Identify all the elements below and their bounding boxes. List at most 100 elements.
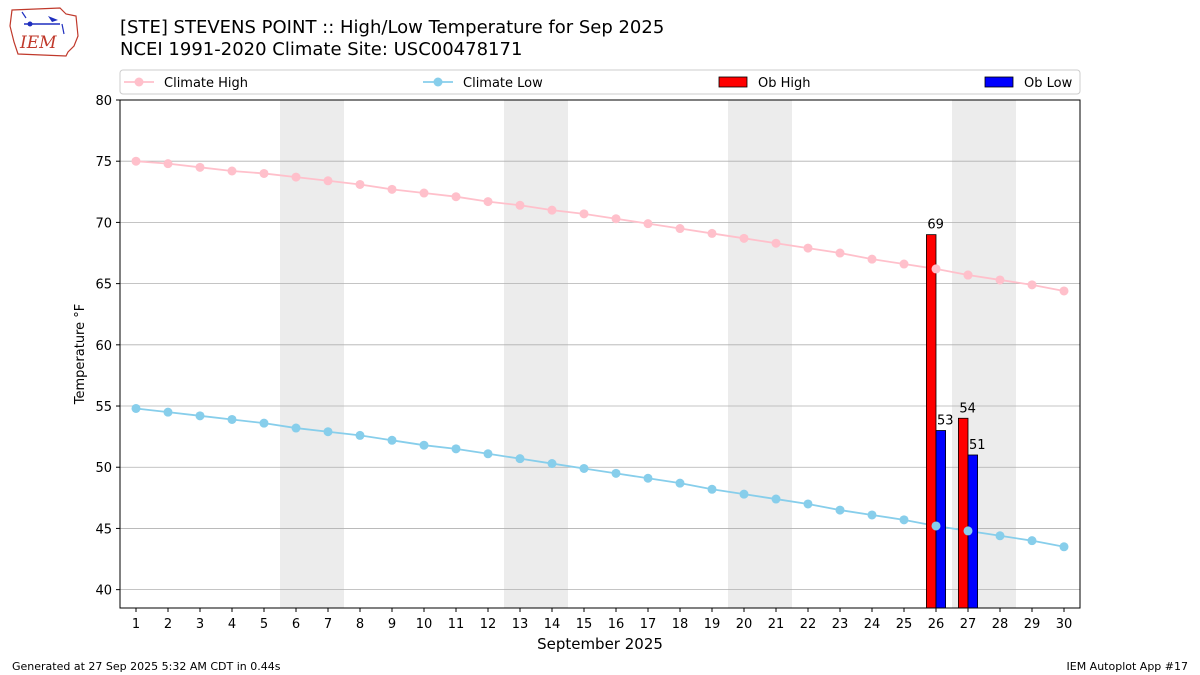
ob-low-value-label: 51 — [969, 438, 986, 453]
climate-low-point — [163, 407, 173, 417]
climate-low-point — [643, 473, 653, 483]
ob-low-bar — [935, 430, 947, 609]
x-tick-label: 1 — [132, 617, 140, 632]
climate-high-point — [163, 159, 173, 169]
y-axis-label: Temperature °F — [73, 304, 88, 405]
climate-low-point — [675, 478, 685, 488]
weekend-band — [504, 100, 568, 608]
x-tick-label: 9 — [388, 617, 396, 632]
climate-high-point — [483, 197, 493, 207]
x-tick-label: 3 — [196, 617, 204, 632]
x-tick-label: 10 — [416, 617, 433, 632]
x-tick-label: 11 — [448, 617, 465, 632]
weekend-band — [280, 100, 344, 608]
ob-low-value-label: 53 — [937, 414, 954, 429]
climate-low-point — [451, 444, 461, 454]
x-tick-label: 20 — [736, 617, 753, 632]
x-tick-label: 2 — [164, 617, 172, 632]
legend-ob-low-label: Ob Low — [1024, 76, 1073, 91]
x-tick-label: 19 — [704, 617, 721, 632]
climate-low-point — [419, 440, 429, 450]
climate-low-point — [259, 418, 269, 428]
ob-high-bar — [926, 234, 937, 609]
x-tick-label: 17 — [640, 617, 657, 632]
y-tick-label: 40 — [95, 584, 112, 599]
climate-high-point — [195, 162, 205, 172]
y-tick-label: 55 — [95, 400, 112, 415]
climate-high-point — [1027, 280, 1037, 290]
app-credit: IEM Autoplot App #17 — [1066, 660, 1189, 673]
x-tick-label: 8 — [356, 617, 364, 632]
climate-low-point — [1059, 542, 1069, 552]
climate-low-point — [611, 468, 621, 478]
climate-high-point — [131, 156, 141, 166]
y-tick-label: 50 — [95, 461, 112, 476]
legend-ob-low-swatch — [984, 76, 1014, 88]
x-tick-label: 30 — [1056, 617, 1073, 632]
x-tick-label: 6 — [292, 617, 300, 632]
x-tick-label: 24 — [864, 617, 881, 632]
climate-high-point — [291, 172, 301, 182]
legend-climate-high-marker — [134, 77, 144, 87]
legend: Climate High Climate Low Ob High Ob Low — [119, 69, 1081, 95]
climate-high-point — [227, 166, 237, 176]
climate-high-point — [867, 254, 877, 264]
climate-high-point — [259, 168, 269, 178]
climate-low-point — [547, 459, 557, 469]
observation-bars: 69 54 53 51 — [926, 218, 986, 609]
x-tick-label: 13 — [512, 617, 529, 632]
climate-high-point — [835, 248, 845, 258]
x-tick-label: 23 — [832, 617, 849, 632]
climate-low-line — [135, 407, 1065, 548]
climate-high-point — [675, 224, 685, 234]
x-tick-label: 27 — [960, 617, 977, 632]
climate-high-point — [899, 259, 909, 269]
weekend-band — [728, 100, 792, 608]
y-tick-label: 60 — [95, 339, 112, 354]
legend-box — [119, 69, 1081, 95]
climate-low-point — [803, 499, 813, 509]
climate-low-point — [195, 411, 205, 421]
climate-low-point — [899, 515, 909, 525]
climate-low-point — [291, 423, 301, 433]
climate-high-point — [387, 184, 397, 194]
climate-high-point — [419, 188, 429, 198]
x-tick-label: 22 — [800, 617, 817, 632]
legend-climate-low-marker — [433, 77, 443, 87]
climate-high-point — [707, 228, 717, 238]
climate-high-point — [451, 192, 461, 202]
x-tick-label: 21 — [768, 617, 785, 632]
climate-high-point — [643, 219, 653, 229]
x-tick-label: 5 — [260, 617, 268, 632]
overlay-point — [931, 264, 941, 274]
grid-lines — [120, 99, 1080, 591]
x-tick-label: 16 — [608, 617, 625, 632]
climate-low-point — [515, 454, 525, 464]
climate-low-point — [1027, 536, 1037, 546]
ob-high-bar — [958, 417, 969, 609]
overlay-point — [931, 521, 941, 531]
logo-text: IEM — [19, 33, 57, 53]
legend-ob-high-swatch — [718, 76, 748, 88]
climate-low-point — [835, 505, 845, 515]
legend-ob-high-label: Ob High — [758, 76, 811, 91]
climate-low-point — [131, 403, 141, 413]
x-tick-label: 28 — [992, 617, 1009, 632]
climate-high-point — [1059, 286, 1069, 296]
climate-high-point — [995, 275, 1005, 285]
climate-high-point — [323, 176, 333, 186]
chart-subtitle: NCEI 1991-2020 Climate Site: USC00478171 — [120, 39, 523, 60]
climate-low-point — [579, 463, 589, 473]
climate-high-point — [771, 238, 781, 248]
y-tick-label: 65 — [95, 278, 112, 293]
plot-border — [119, 99, 1081, 609]
generated-timestamp: Generated at 27 Sep 2025 5:32 AM CDT in … — [12, 660, 281, 673]
climate-high-point — [803, 243, 813, 253]
climate-high-line — [135, 160, 1065, 292]
climate-low-point — [227, 414, 237, 424]
x-axis-label: September 2025 — [537, 635, 663, 653]
ob-high-value-label: 69 — [927, 218, 944, 233]
climate-low-point — [995, 531, 1005, 541]
